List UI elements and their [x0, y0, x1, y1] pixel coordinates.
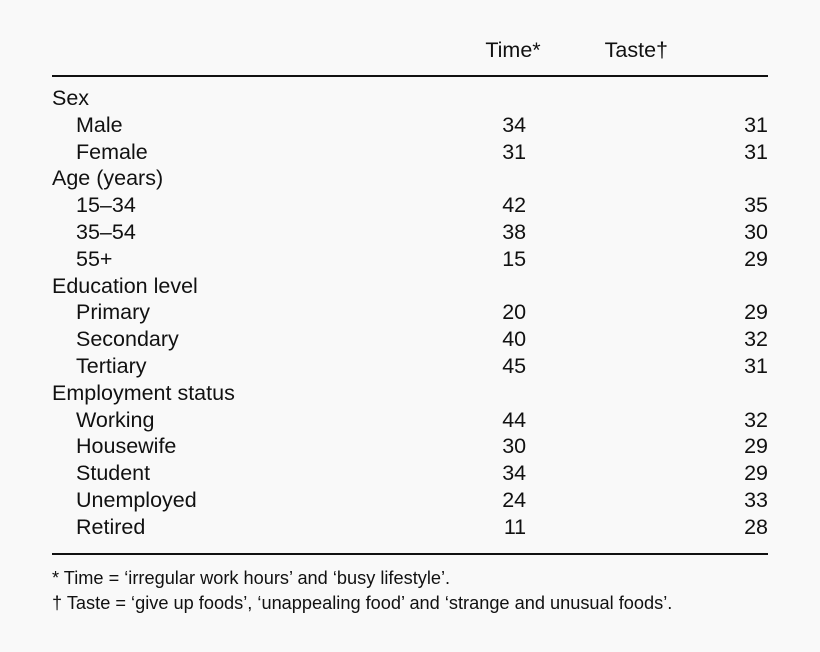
table-row: Secondary 40 32	[52, 326, 768, 353]
group-label: Sex	[52, 86, 90, 110]
taste-value: 31	[744, 139, 768, 164]
taste-value: 28	[744, 514, 768, 539]
taste-value: 32	[744, 407, 768, 432]
table-row: Female 31 31	[52, 139, 768, 166]
table-row: 15–34 42 35	[52, 192, 768, 219]
time-value: 20	[502, 300, 527, 325]
time-value: 30	[502, 434, 527, 459]
row-label: Tertiary	[76, 353, 147, 378]
group-header-row: Employment status	[52, 380, 768, 407]
time-value: 31	[502, 139, 527, 164]
taste-value: 32	[744, 327, 768, 352]
footnote-time: * Time = ‘irregular work hours’ and ‘bus…	[52, 567, 451, 588]
taste-value: 33	[744, 487, 768, 512]
row-label: Housewife	[76, 434, 177, 459]
time-value: 44	[502, 407, 527, 432]
taste-value: 29	[744, 300, 768, 325]
footnotes: * Time = ‘irregular work hours’ and ‘bus…	[52, 566, 768, 616]
row-label: 15–34	[76, 193, 136, 218]
time-value: 38	[502, 219, 527, 244]
header-rule	[52, 75, 768, 77]
group-label: Education level	[52, 273, 198, 298]
data-table: Time* Taste† Sex Male 34 31 Female 31 31 Age (y…	[52, 36, 768, 616]
table-row: Tertiary 45 31	[52, 353, 768, 380]
table-row: Unemployed 24 33	[52, 487, 768, 514]
taste-value: 35	[744, 193, 768, 218]
time-value: 11	[503, 514, 527, 539]
table-row: 55+ 15 29	[52, 246, 768, 273]
time-value: 24	[502, 487, 527, 512]
row-label: 55+	[76, 246, 113, 271]
group-header-row: Education level	[52, 273, 768, 300]
column-header-time: Time*	[485, 38, 541, 63]
group-header-row: Sex	[52, 85, 768, 112]
table-row: Retired 11 28	[52, 514, 768, 541]
time-value: 34	[502, 461, 527, 486]
taste-value: 29	[744, 434, 768, 459]
table-row: Primary 20 29	[52, 299, 768, 326]
time-value: 42	[502, 193, 527, 218]
table-row: 35–54 38 30	[52, 219, 768, 246]
row-label: Secondary	[76, 327, 179, 352]
group-label: Age (years)	[52, 166, 164, 191]
row-label: Male	[76, 112, 123, 137]
time-value: 40	[502, 327, 527, 352]
group-label: Employment status	[52, 380, 235, 405]
taste-value: 29	[744, 246, 768, 271]
taste-value: 30	[744, 219, 768, 244]
group-header-row: Age (years)	[52, 165, 768, 192]
taste-value: 31	[744, 353, 768, 378]
time-value: 34	[502, 112, 527, 137]
row-label: Retired	[76, 514, 146, 539]
taste-value: 31	[744, 112, 768, 137]
table-row: Working 44 32	[52, 407, 768, 434]
row-label: Student	[76, 461, 151, 486]
table-row: Housewife 30 29	[52, 433, 768, 460]
row-label: Primary	[76, 300, 151, 325]
column-header-taste: Taste†	[604, 38, 668, 63]
table-body: Sex Male 34 31 Female 31 31 Age (years) 15–34 42 3…	[52, 77, 768, 553]
footnote-taste: † Taste = ‘give up foods’, ‘unappealing …	[52, 592, 673, 613]
taste-value: 29	[744, 461, 768, 486]
time-value: 45	[502, 353, 527, 378]
table-header-row: Time* Taste†	[52, 36, 768, 64]
table-row: Student 34 29	[52, 460, 768, 487]
row-label: Working	[76, 407, 155, 432]
row-label: Unemployed	[76, 487, 197, 512]
time-value: 15	[502, 246, 527, 271]
table-row: Male 34 31	[52, 112, 768, 139]
row-label: Female	[76, 139, 148, 164]
row-label: 35–54	[76, 219, 136, 244]
footer-rule	[52, 552, 768, 555]
